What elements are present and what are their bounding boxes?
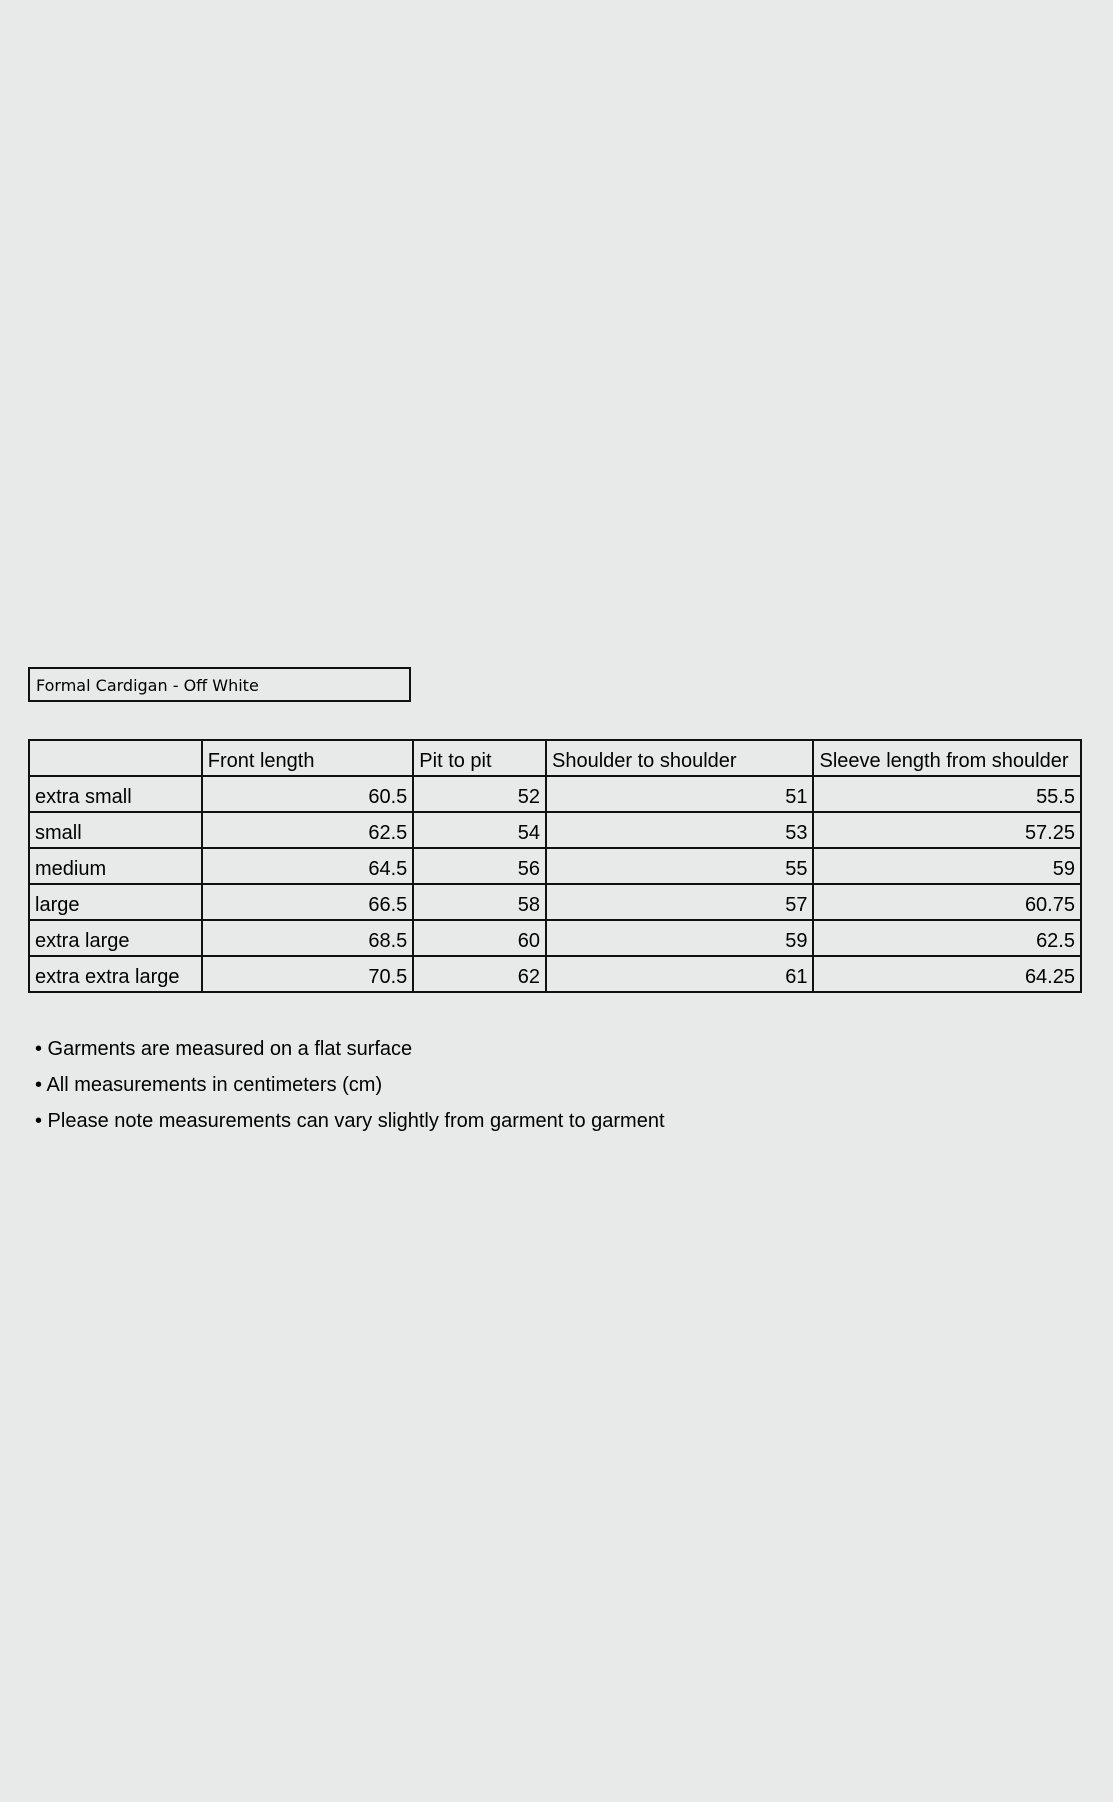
- column-header: Shoulder to shoulder: [544, 739, 815, 777]
- measurement-cell: 52: [412, 775, 547, 813]
- note-item: • All measurements in centimeters (cm): [35, 1074, 383, 1096]
- column-header: Pit to pit: [412, 739, 547, 777]
- table-row: medium 64.5 56 55 59: [28, 847, 1082, 885]
- table-row: small 62.5 54 53 57.25: [28, 811, 1082, 849]
- size-label: large: [28, 883, 203, 921]
- measurement-cell: 64.5: [200, 847, 415, 885]
- column-header: Front length: [200, 739, 415, 777]
- measurement-cell: 59: [544, 919, 815, 957]
- measurement-cell: 60.5: [200, 775, 415, 813]
- size-label: small: [28, 811, 203, 849]
- measurement-cell: 66.5: [200, 883, 415, 921]
- measurement-cell: 51: [544, 775, 815, 813]
- table-header-row: Front length Pit to pit Shoulder to should…: [28, 739, 1082, 777]
- measurement-cell: 57: [544, 883, 815, 921]
- measurement-cell: 60: [412, 919, 547, 957]
- measurement-cell: 62.5: [200, 811, 415, 849]
- measurement-cell: 53: [544, 811, 815, 849]
- measurement-cell: 70.5: [200, 955, 415, 993]
- note-item: • Please note measurements can vary slig…: [35, 1110, 665, 1132]
- measurement-cell: 59: [812, 847, 1082, 885]
- size-label: extra large: [28, 919, 203, 957]
- column-header: [28, 739, 203, 777]
- measurement-cell: 61: [544, 955, 815, 993]
- measurement-cell: 68.5: [200, 919, 415, 957]
- size-chart-table: Front length Pit to pit Shoulder to should…: [28, 739, 1082, 993]
- measurement-notes: • Garments are measured on a flat surfac…: [35, 1036, 665, 1144]
- size-label: extra small: [28, 775, 203, 813]
- measurement-cell: 62.5: [812, 919, 1082, 957]
- measurement-cell: 55: [544, 847, 815, 885]
- size-label: medium: [28, 847, 203, 885]
- table-row: large 66.5 58 57 60.75: [28, 883, 1082, 921]
- measurement-cell: 60.75: [812, 883, 1082, 921]
- column-header: Sleeve length from shoulder: [812, 739, 1082, 777]
- measurement-cell: 55.5: [812, 775, 1082, 813]
- table-row: extra extra large 70.5 62 61 64.25: [28, 955, 1082, 993]
- size-label: extra extra large: [28, 955, 203, 993]
- measurement-cell: 58: [412, 883, 547, 921]
- measurement-cell: 57.25: [812, 811, 1082, 849]
- measurement-cell: 56: [412, 847, 547, 885]
- measurement-cell: 54: [412, 811, 547, 849]
- measurement-cell: 62: [412, 955, 547, 993]
- table-row: extra large 68.5 60 59 62.5: [28, 919, 1082, 957]
- measurement-cell: 64.25: [812, 955, 1082, 993]
- table-row: extra small 60.5 52 51 55.5: [28, 775, 1082, 813]
- product-title: Formal Cardigan - Off White: [28, 667, 411, 702]
- note-item: • Garments are measured on a flat surfac…: [35, 1038, 413, 1060]
